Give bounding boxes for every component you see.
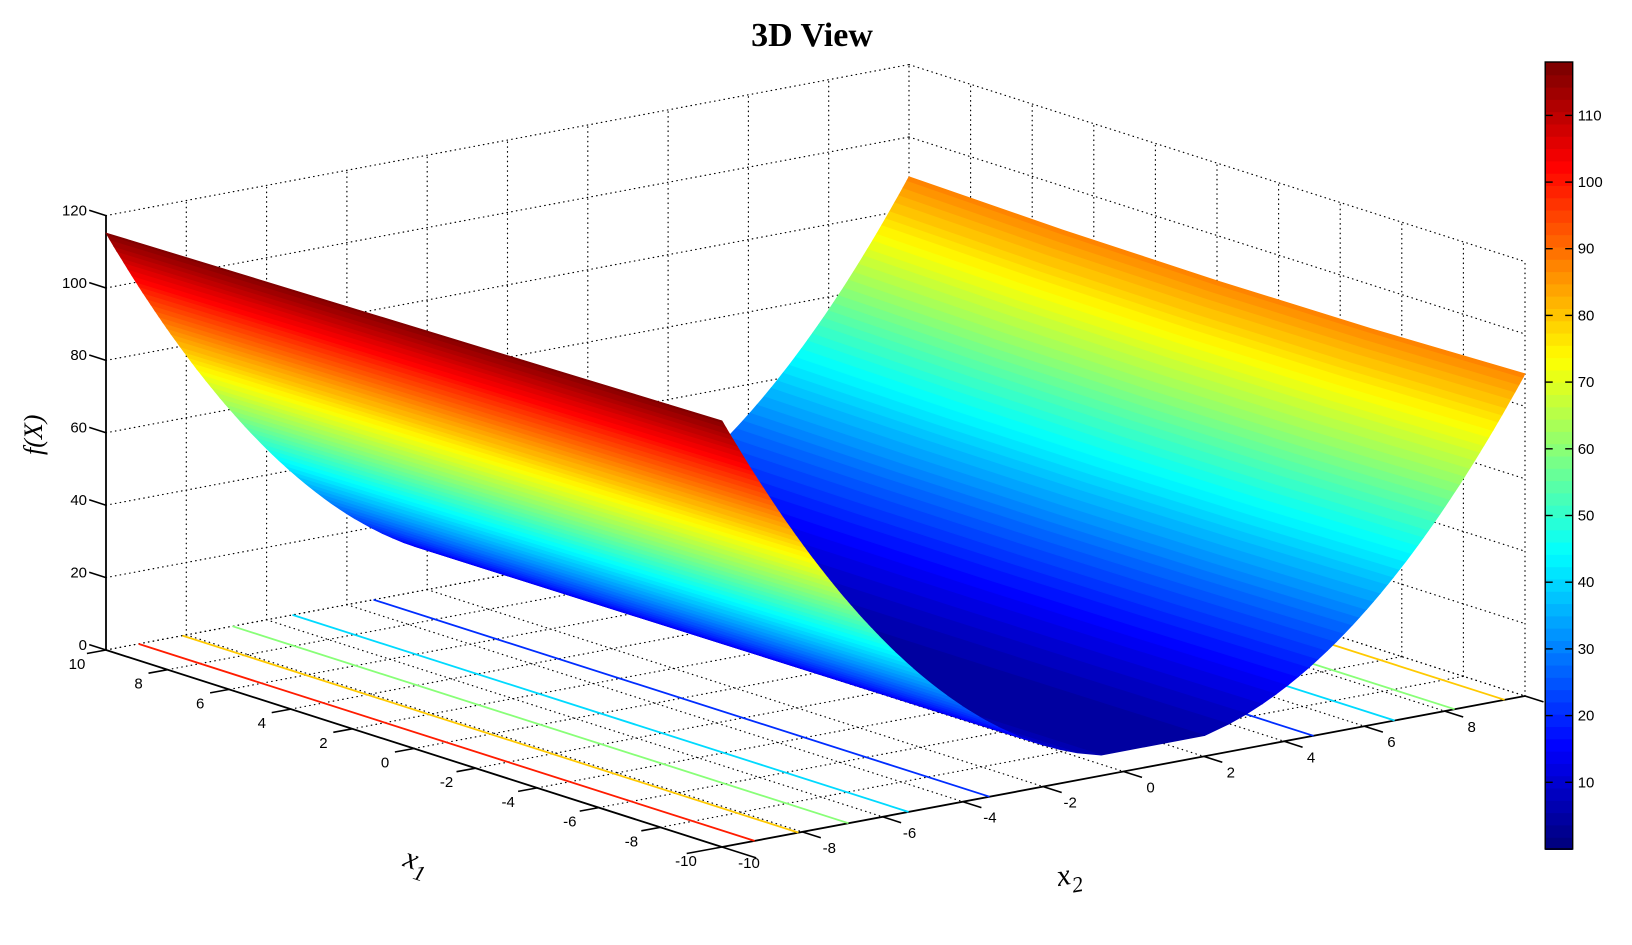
svg-text:4: 4 — [1307, 749, 1315, 766]
svg-text:0: 0 — [381, 755, 389, 772]
svg-text:-4: -4 — [983, 810, 996, 827]
svg-text:4: 4 — [258, 715, 266, 732]
svg-text:10: 10 — [69, 656, 86, 673]
svg-text:20: 20 — [70, 564, 87, 581]
svg-text:70: 70 — [1578, 374, 1595, 391]
svg-text:50: 50 — [1578, 508, 1595, 525]
svg-text:8: 8 — [134, 676, 142, 693]
svg-text:-10: -10 — [675, 853, 697, 870]
svg-text:8: 8 — [1468, 719, 1476, 736]
svg-text:-8: -8 — [625, 833, 638, 850]
svg-text:6: 6 — [196, 695, 204, 712]
svg-text:100: 100 — [62, 275, 87, 292]
svg-text:100: 100 — [1578, 174, 1603, 191]
svg-text:30: 30 — [1578, 641, 1595, 658]
svg-text:40: 40 — [1578, 574, 1595, 591]
svg-text:-6: -6 — [903, 825, 916, 842]
svg-text:0: 0 — [1146, 780, 1154, 797]
svg-text:-10: -10 — [738, 855, 760, 872]
svg-text:-8: -8 — [823, 840, 836, 857]
svg-text:40: 40 — [70, 492, 87, 509]
svg-text:60: 60 — [1578, 441, 1595, 458]
svg-text:-2: -2 — [1064, 795, 1077, 812]
svg-text:-6: -6 — [563, 814, 576, 831]
svg-text:20: 20 — [1578, 708, 1595, 725]
svg-text:120: 120 — [62, 202, 87, 219]
svg-text:3D View: 3D View — [751, 17, 873, 54]
svg-text:2: 2 — [319, 735, 327, 752]
svg-text:-4: -4 — [502, 794, 515, 811]
svg-text:6: 6 — [1387, 734, 1395, 751]
svg-text:90: 90 — [1578, 241, 1595, 258]
svg-text:80: 80 — [70, 347, 87, 364]
svg-text:80: 80 — [1578, 307, 1595, 324]
svg-text:0: 0 — [79, 637, 87, 654]
svg-text:60: 60 — [70, 420, 87, 437]
svg-text:110: 110 — [1578, 107, 1602, 124]
svg-text:2: 2 — [1227, 764, 1235, 781]
svg-text:10: 10 — [1578, 774, 1595, 791]
svg-text:f(X): f(X) — [19, 415, 48, 455]
svg-text:-2: -2 — [440, 774, 453, 791]
